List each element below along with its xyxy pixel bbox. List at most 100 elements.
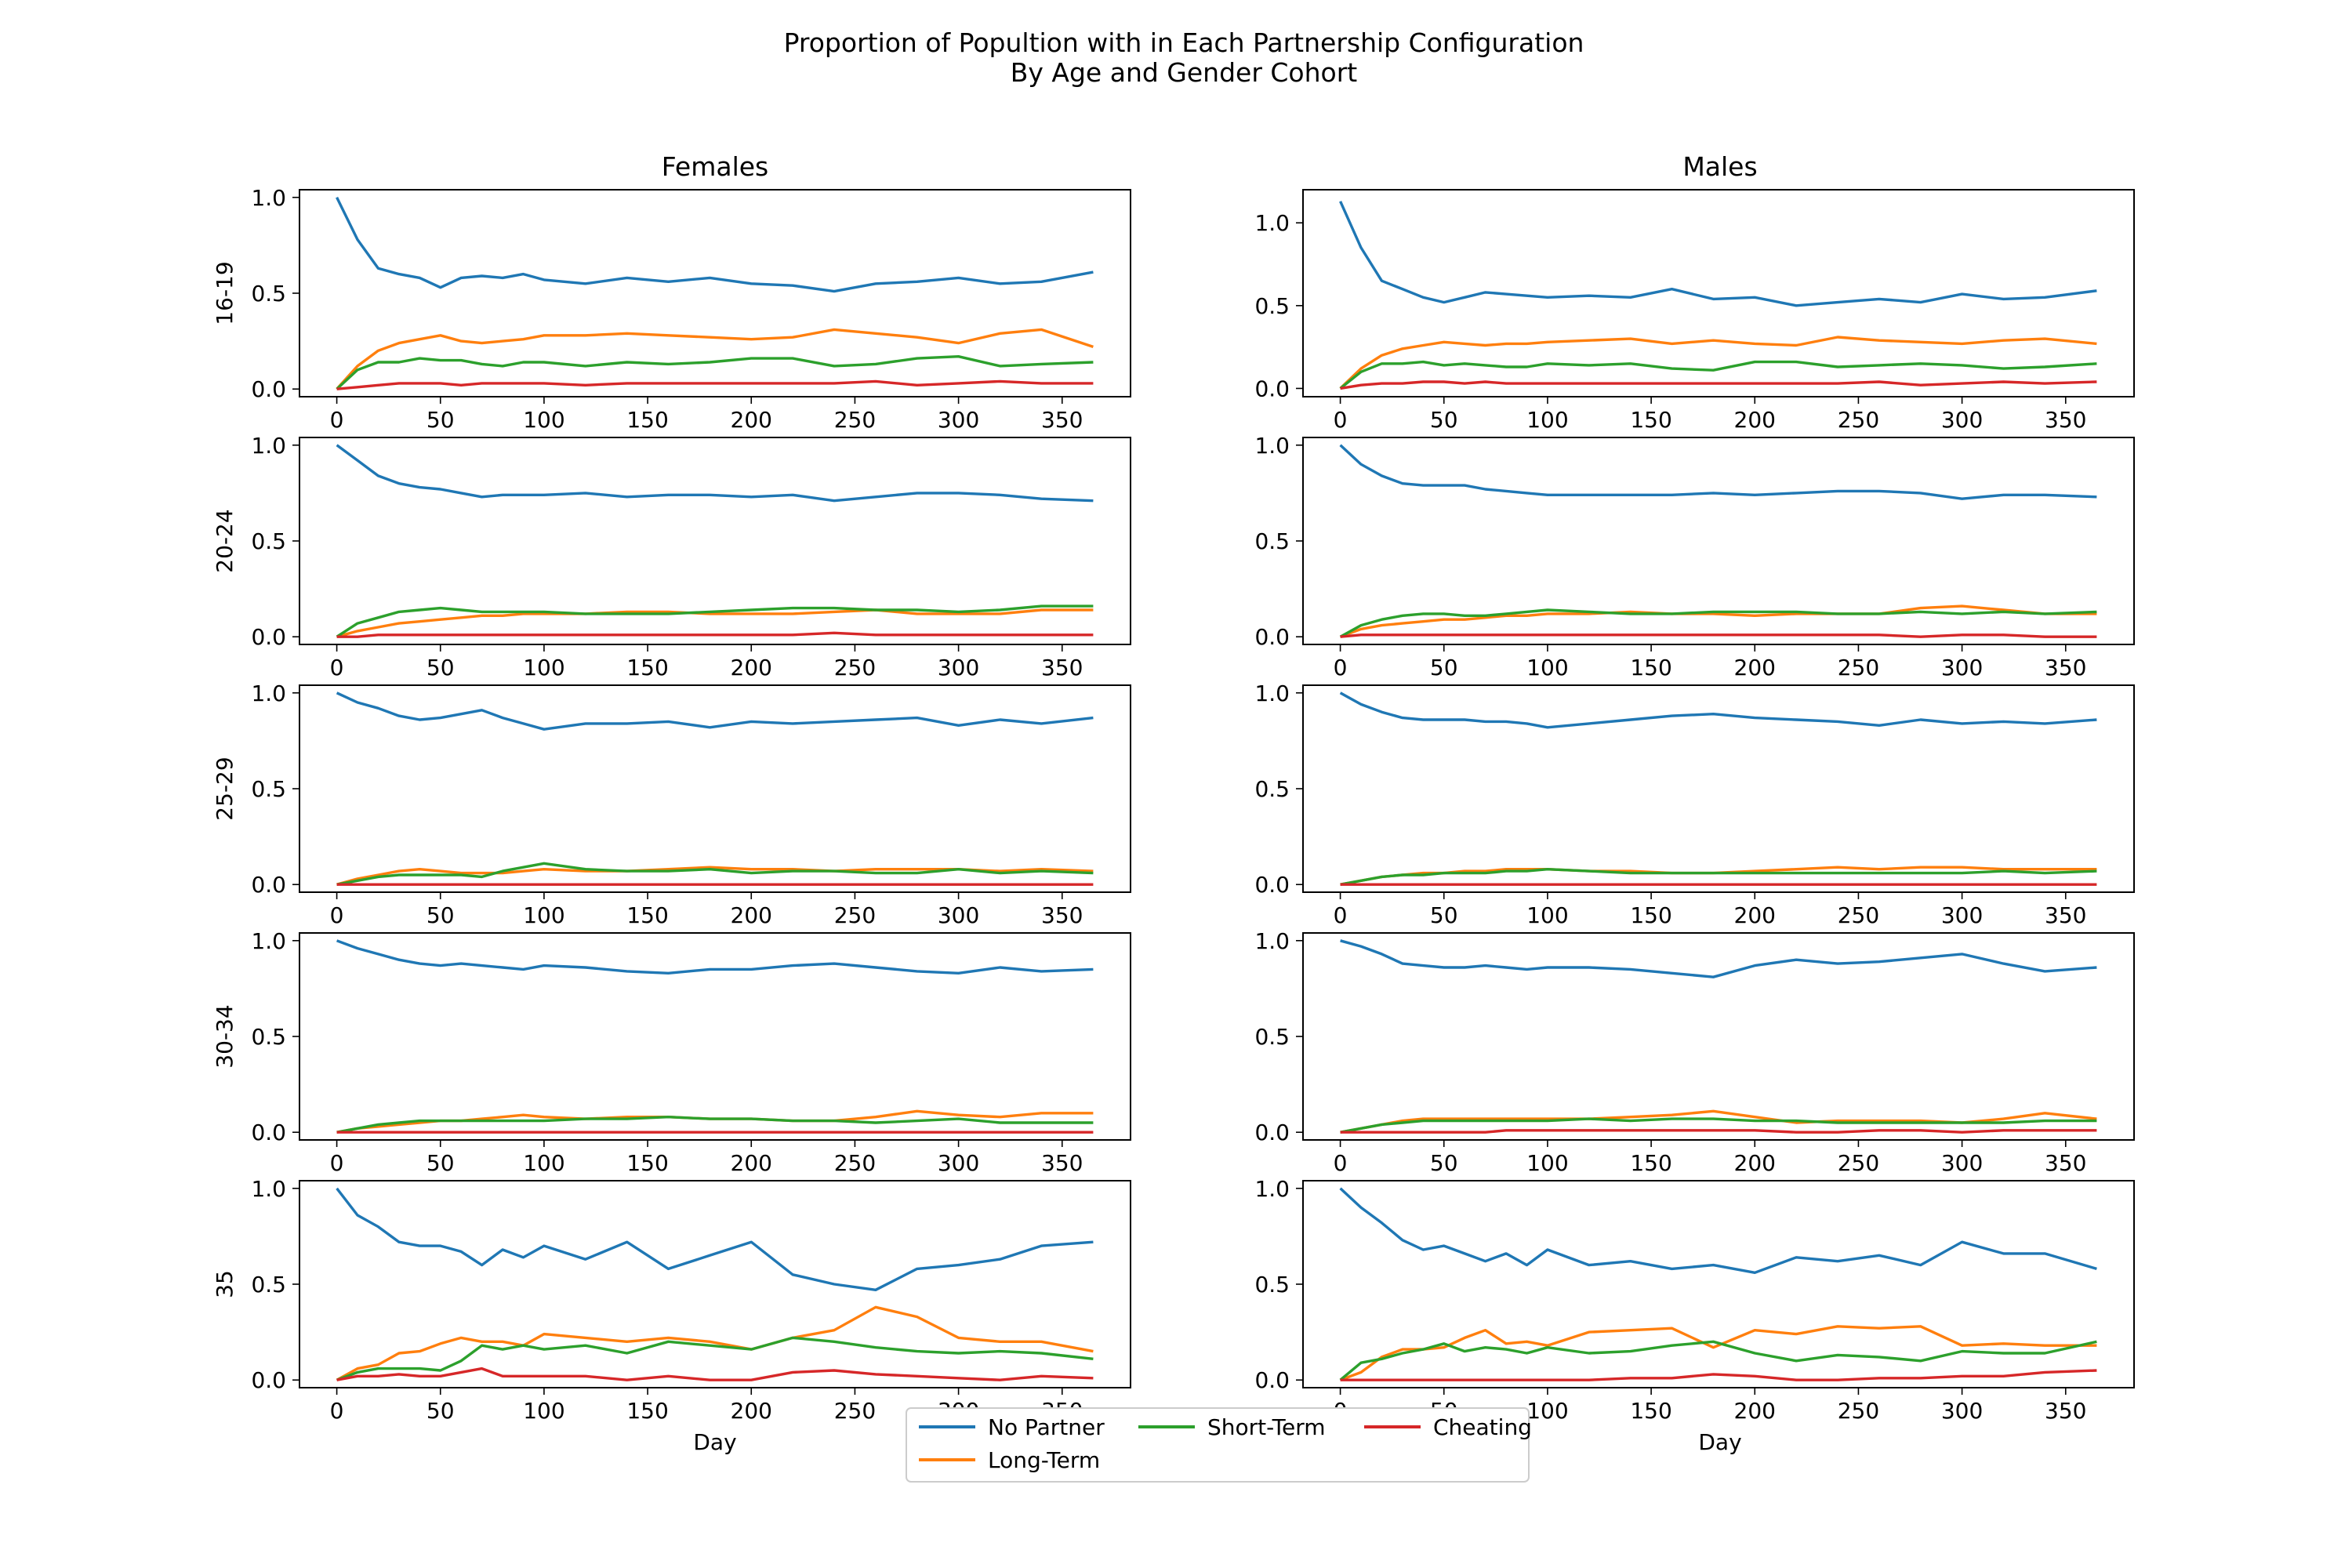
series-line-cheating-females-16-19: [336, 379, 1094, 390]
panel-females-30-34: 0 50 100 150 200 250 300 350 0.0 0.5 1.0 30-34: [212, 928, 1131, 1176]
x-tick-label-0-males-25-29: 0: [1334, 902, 1348, 928]
legend: No Partner Long-Term Short-Term Cheating: [906, 1407, 1532, 1483]
x-tick-label-150-females-35: 150: [626, 1398, 668, 1424]
y-tick-label-1-females-35: 1.0: [251, 1176, 286, 1202]
x-tick-label-250-males-20-24: 250: [1838, 655, 1879, 681]
x-tick-label-0-males-16-19: 0: [1334, 407, 1348, 433]
x-tick-label-200-females-25-29: 200: [731, 902, 772, 928]
x-tick-label-200-females-30-34: 200: [731, 1150, 772, 1176]
x-tick-label-100-males-25-29: 100: [1526, 902, 1568, 928]
y-tick-label-0-males-30-34: 0.0: [1254, 1120, 1290, 1145]
x-tick-label-300-males-30-34: 300: [1941, 1150, 1983, 1176]
series-line-no-partner-females-16-19: [336, 197, 1094, 293]
x-tick-label-50-females-20-24: 50: [426, 655, 455, 681]
x-tick-label-200-females-20-24: 200: [731, 655, 772, 681]
series-line-short-term-females-35: [336, 1336, 1094, 1381]
x-tick-label-50-females-25-29: 50: [426, 902, 455, 928]
y-tick-label-1-males-30-34: 1.0: [1254, 928, 1290, 954]
series-line-cheating-females-20-24: [336, 631, 1094, 638]
series-line-no-partner-males-16-19: [1339, 201, 2097, 307]
y-tick-label-0-females-30-34: 0.0: [251, 1120, 286, 1145]
y-tick-label-0.5-males-35: 0.5: [1254, 1272, 1290, 1298]
x-axis-label-females: Day: [693, 1429, 736, 1455]
series-line-cheating-males-35: [1340, 1369, 2097, 1381]
legend-label-long-term: Long-Term: [988, 1447, 1100, 1473]
x-tick-label-350-males-20-24: 350: [2045, 655, 2086, 681]
x-tick-label-300-females-16-19: 300: [938, 407, 979, 433]
x-tick-label-0-females-25-29: 0: [330, 902, 344, 928]
y-tick-label-0-females-25-29: 0.0: [251, 872, 286, 898]
series-line-short-term-females-16-19: [336, 355, 1094, 390]
x-tick-label-150-males-30-34: 150: [1630, 1150, 1671, 1176]
axes-frame-females-25-29: [299, 684, 1131, 893]
x-tick-label-0-females-30-34: 0: [330, 1150, 344, 1176]
y-tick-label-0.5-males-25-29: 0.5: [1254, 776, 1290, 802]
x-tick-label-150-males-20-24: 150: [1630, 655, 1671, 681]
series-line-cheating-males-20-24: [1340, 633, 2097, 638]
axes-frame-males-16-19: [1302, 189, 2135, 397]
x-tick-label-150-females-16-19: 150: [626, 407, 668, 433]
series-line-short-term-males-30-34: [1340, 1117, 2097, 1134]
x-tick-label-50-males-25-29: 50: [1430, 902, 1458, 928]
series-line-no-partner-females-35: [336, 1187, 1094, 1291]
x-tick-label-50-males-20-24: 50: [1430, 655, 1458, 681]
y-tick-label-0-males-35: 0.0: [1254, 1367, 1290, 1393]
x-tick-label-200-females-35: 200: [731, 1398, 772, 1424]
y-tick-label-0-males-20-24: 0.0: [1254, 624, 1290, 650]
x-tick-label-150-females-30-34: 150: [626, 1150, 668, 1176]
y-tick-label-1-females-25-29: 1.0: [251, 681, 286, 706]
x-tick-label-50-females-35: 50: [426, 1398, 455, 1424]
series-line-short-term-males-35: [1339, 1340, 2097, 1381]
panel-females-25-29: 0 50 100 150 200 250 300 350 0.0 0.5 1.0 25-29: [212, 681, 1131, 928]
x-tick-label-350-females-30-34: 350: [1041, 1150, 1083, 1176]
y-tick-label-0-females-20-24: 0.0: [251, 624, 286, 650]
x-tick-label-350-males-16-19: 350: [2045, 407, 2086, 433]
panel-males-25-29: 0 50 100 150 200 250 300 350 0.0 0.5 1.0: [1254, 681, 2135, 928]
x-tick-label-100-males-35: 100: [1526, 1398, 1568, 1424]
x-tick-label-100-males-20-24: 100: [1526, 655, 1568, 681]
y-tick-label-0.5-females-35: 0.5: [251, 1272, 286, 1298]
axes-frame-males-25-29: [1302, 684, 2135, 893]
series-line-short-term-females-20-24: [336, 604, 1094, 638]
x-tick-label-250-males-35: 250: [1838, 1398, 1879, 1424]
y-tick-label-0.5-females-20-24: 0.5: [251, 528, 286, 554]
x-tick-label-100-females-25-29: 100: [523, 902, 564, 928]
x-tick-label-350-females-25-29: 350: [1041, 902, 1083, 928]
panel-females-20-24: 0 50 100 150 200 250 300 350 0.0 0.5 1.0 20-24: [212, 433, 1131, 681]
x-tick-label-50-males-30-34: 50: [1430, 1150, 1458, 1176]
y-tick-label-0.5-males-30-34: 0.5: [1254, 1024, 1290, 1050]
y-tick-label-1-females-16-19: 1.0: [251, 185, 286, 211]
column-title-males: Males: [1682, 151, 1757, 182]
series-line-long-term-males-30-34: [1340, 1109, 2097, 1134]
series-line-short-term-females-25-29: [336, 862, 1094, 886]
x-tick-label-250-females-30-34: 250: [834, 1150, 876, 1176]
y-tick-label-0-males-16-19: 0.0: [1254, 376, 1290, 401]
legend-label-short-term: Short-Term: [1207, 1414, 1326, 1440]
series-line-long-term-females-20-24: [336, 608, 1094, 638]
series-line-short-term-males-25-29: [1340, 868, 2097, 886]
series-line-no-partner-females-30-34: [336, 939, 1094, 975]
x-tick-label-250-males-16-19: 250: [1838, 407, 1879, 433]
y-tick-label-0.5-females-30-34: 0.5: [251, 1024, 286, 1050]
x-tick-label-200-males-25-29: 200: [1734, 902, 1776, 928]
x-tick-label-200-males-20-24: 200: [1734, 655, 1776, 681]
y-tick-label-1-males-16-19: 1.0: [1254, 210, 1290, 236]
x-tick-label-150-females-25-29: 150: [626, 902, 668, 928]
x-tick-label-100-females-20-24: 100: [523, 655, 564, 681]
x-tick-label-50-females-16-19: 50: [426, 407, 455, 433]
y-tick-label-0-females-16-19: 0.0: [251, 376, 286, 402]
x-tick-label-200-females-16-19: 200: [731, 407, 772, 433]
row-label-25-29: 25-29: [212, 757, 238, 820]
column-title-females: Females: [662, 151, 769, 182]
x-tick-label-300-females-20-24: 300: [938, 655, 979, 681]
x-tick-label-200-males-16-19: 200: [1734, 407, 1776, 433]
x-tick-label-250-females-16-19: 250: [834, 407, 876, 433]
chart-subtitle: By Age and Gender Cohort: [1011, 57, 1358, 88]
x-tick-label-100-males-30-34: 100: [1526, 1150, 1568, 1176]
series-line-short-term-males-20-24: [1339, 608, 2097, 638]
series-line-no-partner-males-25-29: [1339, 691, 2097, 729]
chart-title: Proportion of Popultion with in Each Par…: [784, 27, 1584, 58]
x-tick-label-350-males-30-34: 350: [2045, 1150, 2086, 1176]
x-tick-label-300-males-25-29: 300: [1941, 902, 1983, 928]
